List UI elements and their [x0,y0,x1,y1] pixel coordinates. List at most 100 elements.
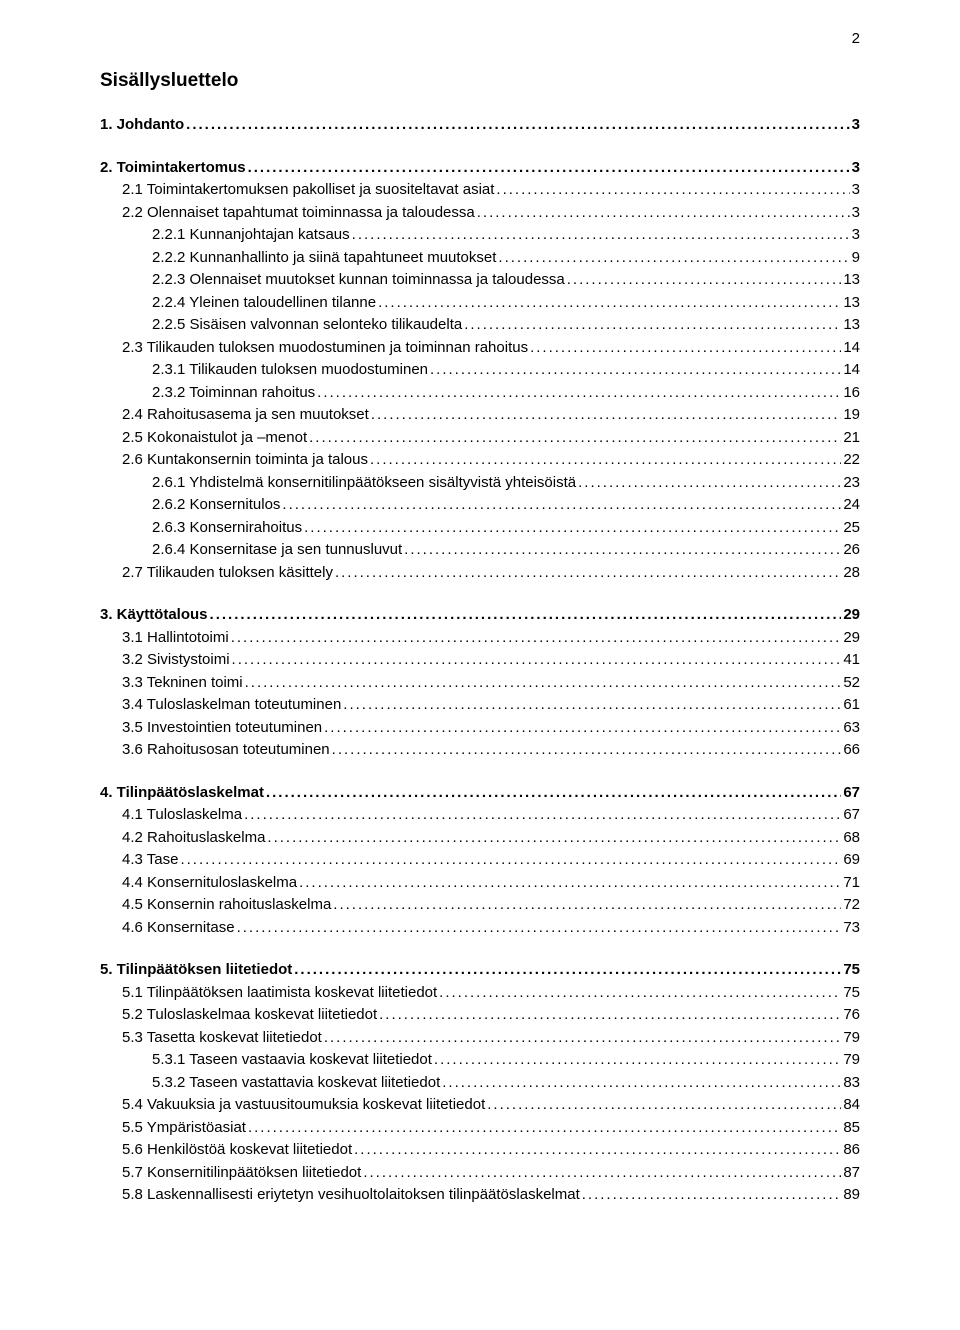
toc-entry-label: 2.4 Rahoitusasema ja sen muutokset [122,404,369,427]
toc-entry-page: 13 [843,314,860,337]
toc-entry-page: 14 [843,359,860,382]
toc-leader-dots [299,872,841,895]
toc-row: 2. Toimintakertomus3 [100,157,860,180]
toc-entry-label: 5.3 Tasetta koskevat liitetiedot [122,1027,322,1050]
toc-leader-dots [567,269,842,292]
toc-entry-page: 79 [843,1049,860,1072]
toc-row: 4.2 Rahoituslaskelma68 [100,827,860,850]
toc-entry-page: 9 [852,247,860,270]
toc-leader-dots [210,604,842,627]
toc-entry-label: 5.4 Vakuuksia ja vastuusitoumuksia koske… [122,1094,485,1117]
toc-entry-page: 83 [843,1072,860,1095]
toc-leader-dots [354,1139,841,1162]
toc-row: 4.5 Konsernin rahoituslaskelma72 [100,894,860,917]
toc-row: 5.3.1 Taseen vastaavia koskevat liitetie… [100,1049,860,1072]
toc-entry-page: 61 [843,694,860,717]
toc-entry-label: 5.2 Tuloslaskelmaa koskevat liitetiedot [122,1004,377,1027]
toc-row: 2.2.1 Kunnanjohtajan katsaus3 [100,224,860,247]
toc-entry-page: 68 [843,827,860,850]
toc-row: 5.3 Tasetta koskevat liitetiedot79 [100,1027,860,1050]
toc-leader-dots [332,739,842,762]
toc-entry-label: 2.6.3 Konsernirahoitus [152,517,302,540]
toc-entry-label: 2.1 Toimintakertomuksen pakolliset ja su… [122,179,494,202]
toc-entry-page: 76 [843,1004,860,1027]
toc-row: 3. Käyttötalous29 [100,604,860,627]
toc-row: 2.7 Tilikauden tuloksen käsittely28 [100,562,860,585]
toc-row: 2.2.3 Olennaiset muutokset kunnan toimin… [100,269,860,292]
toc-leader-dots [324,1027,841,1050]
toc-entry-page: 19 [843,404,860,427]
toc-entry-label: 2.6 Kuntakonsernin toiminta ja talous [122,449,368,472]
toc-leader-dots [248,1117,841,1140]
toc-leader-dots [439,982,841,1005]
toc-entry-label: 5.8 Laskennallisesti eriytetyn vesihuolt… [122,1184,580,1207]
toc-row: 5.1 Tilinpäätöksen laatimista koskevat l… [100,982,860,1005]
toc-leader-dots [244,804,841,827]
toc-entry-label: 4.5 Konsernin rahoituslaskelma [122,894,331,917]
toc-row: 2.2.2 Kunnanhallinto ja siinä tapahtunee… [100,247,860,270]
toc-entry-page: 84 [843,1094,860,1117]
toc-leader-dots [304,517,841,540]
toc-row: 2.1 Toimintakertomuksen pakolliset ja su… [100,179,860,202]
toc-entry-page: 41 [843,649,860,672]
toc-leader-dots [232,649,842,672]
toc-row: 4.6 Konsernitase73 [100,917,860,940]
toc-leader-dots [333,894,841,917]
toc-entry-label: 2.2.3 Olennaiset muutokset kunnan toimin… [152,269,565,292]
toc-section: 4. Tilinpäätöslaskelmat674.1 Tuloslaskel… [100,782,860,940]
toc-entry-page: 69 [843,849,860,872]
toc-row: 4.4 Konsernituloslaskelma71 [100,872,860,895]
toc-row: 2.2 Olennaiset tapahtumat toiminnassa ja… [100,202,860,225]
toc-leader-dots [245,672,842,695]
toc-entry-page: 3 [852,157,860,180]
toc-entry-page: 86 [843,1139,860,1162]
toc-leader-dots [248,157,850,180]
toc-entry-label: 2.5 Kokonaistulot ja –menot [122,427,307,450]
toc-leader-dots [530,337,841,360]
toc-entry-page: 23 [843,472,860,495]
toc-entry-label: 4.6 Konsernitase [122,917,235,940]
toc-leader-dots [282,494,841,517]
toc-leader-dots [363,1162,841,1185]
toc-row: 5.2 Tuloslaskelmaa koskevat liitetiedot 7… [100,1004,860,1027]
toc-entry-label: 3. Käyttötalous [100,604,208,627]
toc-entry-page: 22 [843,449,860,472]
toc-row: 5.6 Henkilöstöä koskevat liitetiedot 86 [100,1139,860,1162]
toc-row: 2.6 Kuntakonsernin toiminta ja talous 22 [100,449,860,472]
toc-entry-page: 3 [852,224,860,247]
toc-entry-label: 2.6.4 Konsernitase ja sen tunnusluvut [152,539,402,562]
toc-entry-label: 3.3 Tekninen toimi [122,672,243,695]
toc-leader-dots [370,449,841,472]
toc-row: 5.5 Ympäristöasiat85 [100,1117,860,1140]
toc-leader-dots [487,1094,841,1117]
toc-leader-dots [343,694,841,717]
toc-entry-page: 87 [843,1162,860,1185]
toc-leader-dots [186,114,849,137]
toc-leader-dots [379,1004,841,1027]
toc-entry-label: 5.3.2 Taseen vastattavia koskevat liitet… [152,1072,440,1095]
toc-row: 2.4 Rahoitusasema ja sen muutokset 19 [100,404,860,427]
toc-entry-page: 13 [843,269,860,292]
toc-leader-dots [294,959,841,982]
toc-row: 3.4 Tuloslaskelman toteutuminen61 [100,694,860,717]
toc-section: 2. Toimintakertomus32.1 Toimintakertomuk… [100,157,860,585]
toc-row: 4.1 Tuloslaskelma67 [100,804,860,827]
toc-entry-page: 52 [843,672,860,695]
toc-entry-label: 5.6 Henkilöstöä koskevat liitetiedot [122,1139,352,1162]
toc-entry-page: 13 [843,292,860,315]
toc-entry-label: 2.2.2 Kunnanhallinto ja siinä tapahtunee… [152,247,496,270]
toc-row: 3.2 Sivistystoimi41 [100,649,860,672]
toc-leader-dots [309,427,841,450]
toc-leader-dots [496,179,849,202]
toc-entry-label: 2.3.1 Tilikauden tuloksen muodostuminen [152,359,428,382]
toc-leader-dots [578,472,841,495]
toc-entry-label: 2.3 Tilikauden tuloksen muodostuminen ja… [122,337,528,360]
toc-entry-page: 66 [843,739,860,762]
toc-entry-page: 16 [843,382,860,405]
toc-entry-label: 2.6.1 Yhdistelmä konsernitilinpäätökseen… [152,472,576,495]
toc-entry-page: 3 [852,179,860,202]
toc-entry-page: 14 [843,337,860,360]
toc-leader-dots [430,359,841,382]
toc-leader-dots [378,292,841,315]
toc-entry-page: 67 [843,782,860,805]
